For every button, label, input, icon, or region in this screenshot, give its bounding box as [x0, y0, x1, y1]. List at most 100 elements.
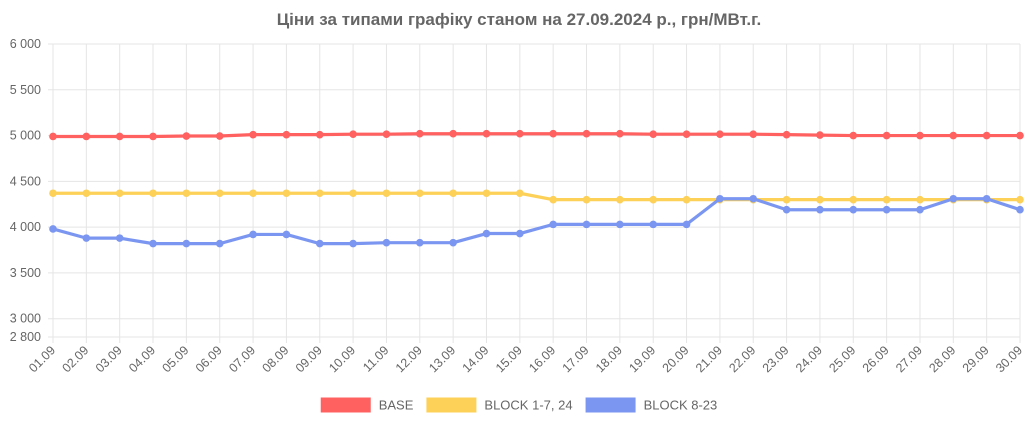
data-point[interactable] [182, 189, 191, 198]
data-point[interactable] [782, 195, 791, 204]
data-point[interactable] [349, 189, 357, 198]
data-point[interactable] [649, 130, 658, 138]
data-point[interactable] [149, 239, 157, 248]
data-point[interactable] [482, 189, 491, 198]
data-point[interactable] [716, 194, 724, 203]
data-point[interactable] [849, 205, 858, 214]
data-point[interactable] [916, 131, 924, 140]
data-point[interactable] [115, 132, 124, 141]
data-point[interactable] [449, 238, 457, 247]
data-point[interactable] [249, 130, 257, 139]
data-point[interactable] [249, 189, 257, 198]
data-point[interactable] [149, 132, 157, 141]
data-point[interactable] [682, 130, 691, 138]
data-point[interactable] [482, 229, 491, 238]
data-point[interactable] [782, 205, 791, 214]
data-point[interactable] [49, 132, 57, 141]
data-point[interactable] [49, 225, 57, 233]
data-point[interactable] [849, 131, 858, 140]
data-point[interactable] [982, 194, 991, 203]
data-point[interactable] [916, 205, 924, 214]
data-point[interactable] [149, 189, 157, 198]
data-point[interactable] [582, 129, 591, 138]
data-point[interactable] [549, 195, 557, 204]
data-point[interactable] [516, 189, 524, 198]
data-point[interactable] [449, 189, 457, 198]
data-point[interactable] [916, 195, 924, 204]
x-tick-label: 21.09 [693, 343, 725, 375]
data-point[interactable] [949, 194, 958, 203]
data-point[interactable] [382, 130, 391, 138]
data-point[interactable] [182, 132, 191, 140]
data-point[interactable] [282, 189, 291, 198]
x-tick-label: 16.09 [526, 343, 558, 375]
data-point[interactable] [1016, 205, 1024, 214]
legend-swatch [426, 397, 477, 413]
data-point[interactable] [716, 130, 724, 138]
data-point[interactable] [816, 205, 824, 214]
data-point[interactable] [949, 131, 958, 140]
data-point[interactable] [282, 230, 291, 239]
data-point[interactable] [516, 129, 524, 138]
data-point[interactable] [882, 195, 891, 204]
data-point[interactable] [382, 189, 391, 198]
data-point[interactable] [882, 131, 891, 140]
data-point[interactable] [682, 195, 691, 204]
legend-item[interactable]: BLOCK 8-23 [585, 397, 718, 413]
data-point[interactable] [315, 239, 324, 248]
data-point[interactable] [516, 229, 524, 238]
data-point[interactable] [649, 220, 658, 229]
data-point[interactable] [549, 129, 557, 138]
data-point[interactable] [415, 238, 424, 247]
data-point[interactable] [382, 238, 391, 247]
y-tick-label: 5 000 [10, 129, 41, 143]
data-point[interactable] [549, 220, 557, 229]
data-point[interactable] [449, 129, 457, 138]
data-point[interactable] [215, 132, 224, 140]
data-point[interactable] [849, 195, 858, 204]
data-point[interactable] [49, 189, 57, 198]
y-axis-ticks: 2 800 3 000 3 500 4 000 4 500 5 000 5 500 6 000 [10, 37, 41, 344]
data-point[interactable] [582, 220, 591, 229]
legend-item[interactable]: BLOCK 1-7, 24 [426, 397, 573, 413]
chart-legend[interactable]: BASE BLOCK 1-7, 24 BLOCK 8-23 [320, 397, 718, 413]
data-point[interactable] [882, 205, 891, 214]
series-line [52, 197, 1021, 246]
data-point[interactable] [682, 220, 691, 229]
data-point[interactable] [482, 129, 491, 138]
x-tick-label: 28.09 [926, 343, 958, 375]
data-point[interactable] [315, 189, 324, 198]
data-point[interactable] [749, 130, 758, 138]
data-point[interactable] [249, 230, 257, 239]
data-point[interactable] [415, 189, 424, 198]
data-point[interactable] [1016, 195, 1024, 204]
data-point[interactable] [782, 130, 791, 139]
data-point[interactable] [82, 132, 91, 141]
x-tick-label: 29.09 [960, 343, 992, 375]
data-point[interactable] [215, 189, 224, 198]
data-point[interactable] [415, 129, 424, 138]
data-point[interactable] [282, 130, 291, 139]
data-point[interactable] [82, 189, 91, 198]
data-point[interactable] [182, 239, 191, 248]
data-point[interactable] [816, 195, 824, 204]
data-point[interactable] [616, 195, 624, 204]
data-point[interactable] [616, 129, 624, 138]
data-point[interactable] [349, 239, 357, 248]
data-point[interactable] [816, 131, 824, 139]
legend-item[interactable]: BASE [320, 397, 414, 413]
data-point[interactable] [1016, 131, 1024, 140]
data-point[interactable] [616, 220, 624, 229]
data-point[interactable] [982, 131, 991, 140]
data-point[interactable] [582, 195, 591, 204]
data-point[interactable] [315, 130, 324, 139]
chart-title: Ціни за типами графіку станом на 27.09.2… [277, 10, 762, 29]
data-point[interactable] [349, 130, 357, 138]
data-point[interactable] [749, 194, 758, 203]
data-point[interactable] [115, 234, 124, 242]
x-tick-label: 07.09 [226, 343, 258, 375]
data-point[interactable] [215, 239, 224, 248]
data-point[interactable] [649, 195, 658, 204]
data-point[interactable] [115, 189, 124, 198]
data-point[interactable] [82, 234, 91, 242]
